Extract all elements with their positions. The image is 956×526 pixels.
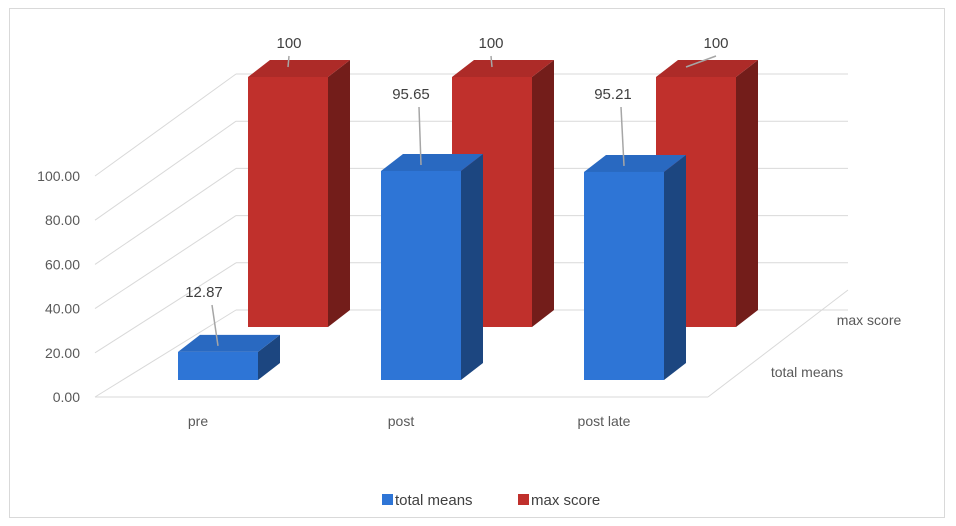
leader-max-score-1 — [490, 55, 493, 68]
legend-label-max-score: max score — [531, 492, 600, 509]
depth-label-max-score: max score — [837, 312, 902, 328]
bar-total-means-pre — [178, 334, 280, 380]
data-label-total-means-pre: 12.87 — [185, 284, 223, 301]
gridline-side-5 — [94, 73, 237, 177]
data-label-total-means-post: 95.65 — [392, 86, 430, 103]
gridline-side-2 — [94, 215, 237, 310]
bar-max-score-pre-top — [248, 60, 350, 77]
leader-total-means-1 — [418, 106, 422, 166]
bar-max-score-pre-side — [328, 60, 350, 327]
chart-floor — [95, 289, 849, 398]
gridline-side-0 — [94, 309, 237, 398]
bar-total-means-post — [381, 154, 483, 380]
bar-total-means-pre-top — [178, 334, 280, 352]
bar-total-means-pre-front — [178, 351, 258, 380]
y-tick-label: 0.00 — [53, 389, 80, 405]
leader-max-score-0 — [287, 55, 290, 68]
leader-total-means-0 — [211, 304, 219, 346]
y-axis: 0.00 20.00 40.00 60.00 80.00 100.00 — [37, 168, 80, 405]
bar-total-means-pre-side — [258, 334, 280, 380]
leader-total-means-2 — [620, 106, 625, 167]
bar-max-score-pre-front — [248, 77, 328, 327]
x-axis: pre post post late — [188, 413, 631, 429]
data-label-max-score-pre: 100 — [276, 35, 301, 52]
bar-max-score-post-late-top — [656, 60, 758, 77]
data-labels: 100 12.87 100 95.65 100 95.21 — [185, 35, 728, 301]
x-tick-label-post-late: post late — [578, 413, 631, 429]
legend-swatch-total-means — [382, 494, 393, 505]
bar-total-means-post-late-front — [584, 171, 664, 380]
bar-total-means-post-late — [584, 154, 686, 380]
x-tick-label-pre: pre — [188, 413, 208, 429]
floor-right-edge — [707, 289, 849, 398]
y-tick-label: 80.00 — [45, 212, 80, 228]
bar-total-means-post-late-top — [584, 154, 686, 172]
gridline-side-1 — [94, 262, 237, 354]
gridline-side-3 — [94, 167, 237, 265]
bar-total-means-post-top — [381, 154, 483, 172]
bar-max-score-post-top — [452, 60, 554, 77]
y-tick-label: 60.00 — [45, 256, 80, 272]
y-tick-label: 100.00 — [37, 168, 80, 184]
data-label-max-score-post-late: 100 — [703, 35, 728, 52]
x-tick-label-post: post — [388, 413, 415, 429]
y-tick-label: 20.00 — [45, 345, 80, 361]
legend-swatch-max-score — [518, 494, 529, 505]
legend: total means max score — [382, 492, 600, 509]
series-total-means — [178, 154, 686, 380]
bar-total-means-post-late-side — [664, 154, 686, 380]
bar-max-score-pre — [248, 60, 350, 327]
y-tick-label: 40.00 — [45, 301, 80, 317]
bar-total-means-post-side — [461, 154, 483, 380]
data-label-max-score-post: 100 — [478, 35, 503, 52]
data-label-total-means-post-late: 95.21 — [594, 86, 632, 103]
depth-label-total-means: total means — [771, 364, 843, 380]
gridline-side-4 — [94, 120, 237, 221]
bar-max-score-post-side — [532, 60, 554, 327]
data-label-leaders — [211, 55, 717, 346]
leader-max-score-2 — [685, 55, 717, 68]
bar-max-score-post-late-side — [736, 60, 758, 327]
bar-total-means-post-front — [381, 171, 461, 380]
legend-label-total-means: total means — [395, 492, 473, 509]
depth-axis: total means max score — [771, 312, 902, 380]
